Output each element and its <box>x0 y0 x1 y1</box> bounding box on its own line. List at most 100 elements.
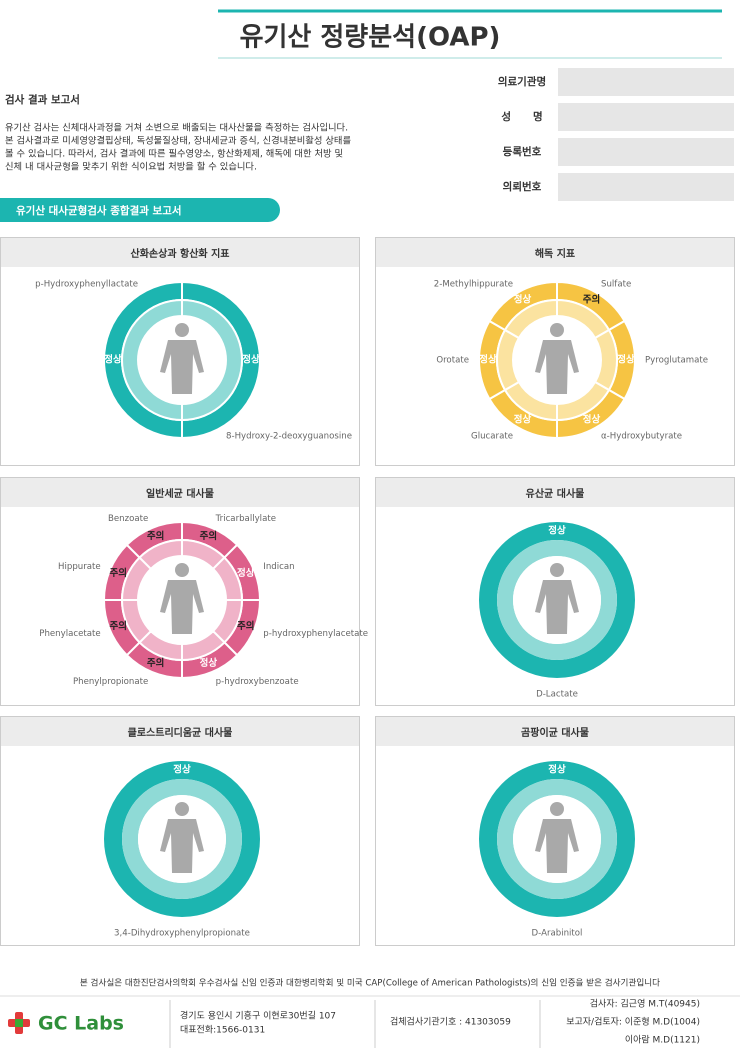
section-tab <box>0 198 280 222</box>
donut-inner <box>497 540 617 660</box>
donut-outer <box>479 522 635 678</box>
segment-label: Indican <box>263 562 294 572</box>
panel-header <box>1 717 359 746</box>
body-figure <box>160 802 204 873</box>
segment-status: 정상 <box>583 413 601 425</box>
segment-status: 정상 <box>479 354 497 366</box>
segment-label: p-hydroxybenzoate <box>216 677 299 687</box>
panel-header <box>1 478 359 507</box>
info-label: 등록번호 <box>503 145 542 158</box>
panel-header <box>376 238 734 267</box>
report-line: 볼 수 있습니다. 따라서, 검사 결과에 따른 필수영양소, 항산화제제, 해… <box>5 148 343 160</box>
segment-status: 정상 <box>104 354 122 366</box>
segment-label: Tricarballylate <box>215 514 276 524</box>
figure-body <box>160 340 204 394</box>
info-label: 성 명 <box>501 110 542 123</box>
segment-label: Benzoate <box>108 514 148 524</box>
figure-head <box>550 802 564 816</box>
report-title: 검사 결과 보고서 <box>5 93 80 106</box>
segment-status: 주의 <box>200 530 217 542</box>
segment-label: Pyroglutamate <box>645 356 708 366</box>
panel-title: 곰팡이균 대사물 <box>521 726 589 739</box>
section-title: 유기산 대사균형검사 종합결과 보고서 <box>16 204 182 217</box>
segment-label: Sulfate <box>601 279 631 289</box>
body-figure <box>535 323 579 394</box>
segment-status: 주의 <box>110 567 127 579</box>
segment-status: 정상 <box>237 567 255 579</box>
segment-status: 주의 <box>583 294 600 306</box>
body-figure <box>535 563 579 634</box>
segment-status: 정상 <box>200 657 218 669</box>
segment-status: 정상 <box>548 525 566 537</box>
panel-header <box>1 238 359 267</box>
figure-head <box>175 802 189 816</box>
segment-label: Hippurate <box>58 562 101 572</box>
agency-code: 검체검사기관기호 : 41303059 <box>390 1016 511 1028</box>
staff: 검사자: 김근영 M.T(40945) <box>590 998 700 1010</box>
info-box <box>558 103 734 131</box>
segment-status: 정상 <box>514 294 532 306</box>
body-figure <box>160 563 204 634</box>
staff: 이아람 M.D(1121) <box>625 1034 700 1046</box>
report-line: 유기산 검사는 신체대사과정을 거쳐 소변으로 배출되는 대사산물을 측정하는 … <box>5 122 348 134</box>
panel-title: 산화손상과 항산화 지표 <box>131 247 230 260</box>
info-label: 의뢰번호 <box>503 180 542 193</box>
donut-inner <box>497 779 617 899</box>
segment-label: Glucarate <box>471 432 513 442</box>
logo-cross <box>8 1012 30 1034</box>
segment-label: D-Lactate <box>536 690 578 700</box>
panel-title: 유산균 대사물 <box>526 487 585 500</box>
certification: 본 검사실은 대한진단검사의학회 우수검사실 신임 인증과 대한병리학회 및 미… <box>80 977 660 989</box>
segment-label: 8-Hydroxy-2-deoxyguanosine <box>226 432 352 442</box>
panel-title: 클로스트리디움균 대사물 <box>128 726 233 739</box>
segment-status: 주의 <box>110 620 127 632</box>
segment-label: p-hydroxyphenylacetate <box>263 629 368 639</box>
segment-status: 정상 <box>514 413 532 425</box>
logo-text: GC Labs <box>38 1013 124 1035</box>
page-title: 유기산 정량분석(OAP) <box>240 23 501 53</box>
figure-head <box>550 323 564 337</box>
figure-body <box>535 580 579 634</box>
figure-body <box>535 340 579 394</box>
panel-header <box>376 717 734 746</box>
segment-status: 정상 <box>617 354 635 366</box>
figure-head <box>175 323 189 337</box>
figure-head <box>550 563 564 577</box>
donut-outer <box>479 761 635 917</box>
segment-label: 2-Methylhippurate <box>434 279 513 289</box>
segment-status: 정상 <box>548 764 566 776</box>
segment-label: D-Arabinitol <box>532 929 583 939</box>
segment-status: 주의 <box>147 530 164 542</box>
info-box <box>558 138 734 166</box>
phone: 대표전화:1566-0131 <box>180 1025 265 1036</box>
report-line: 신체 내 대사균형을 맞추기 위한 식이요법 처방을 할 수 있습니다. <box>5 161 257 173</box>
panel-title: 일반세균 대사물 <box>146 487 214 500</box>
segment-status: 주의 <box>147 657 164 669</box>
report-line: 본 검사결과로 미세영양결핍상태, 독성물질상태, 장내세균과 증식, 신경내분… <box>5 135 351 147</box>
body-figure <box>535 802 579 873</box>
segment-status: 정상 <box>242 354 260 366</box>
body-figure <box>160 323 204 394</box>
segment-label: Orotate <box>436 356 469 366</box>
segment-status: 정상 <box>173 764 191 776</box>
panel-header <box>376 478 734 507</box>
panel-title: 해독 지표 <box>535 247 575 260</box>
info-box <box>558 68 734 96</box>
staff: 보고자/검토자: 이준형 M.D(1004) <box>566 1016 700 1028</box>
figure-head <box>175 563 189 577</box>
segment-label: 3,4-Dihydroxyphenylpropionate <box>114 929 250 939</box>
figure-body <box>160 819 204 873</box>
address: 경기도 용인시 기흥구 이현로30번길 107 <box>180 1010 336 1022</box>
figure-body <box>535 819 579 873</box>
donut-outer <box>104 761 260 917</box>
figure-body <box>160 580 204 634</box>
info-box <box>558 173 734 201</box>
